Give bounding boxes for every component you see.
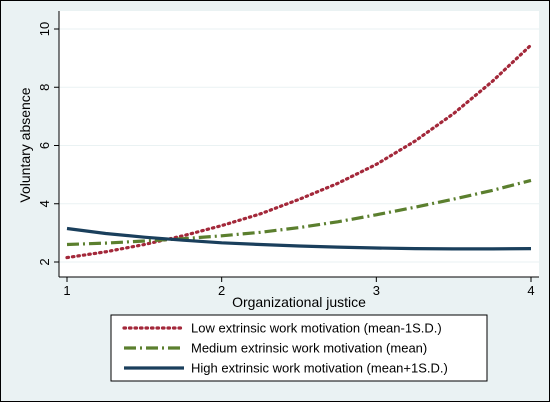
y-tick-label: 6 bbox=[37, 142, 52, 149]
series-line-3 bbox=[66, 226, 532, 251]
plot-area bbox=[59, 11, 539, 277]
y-axis-title: Voluntary absence bbox=[17, 87, 33, 202]
legend-label-3: High extrinsic work motivation (mean+1S.… bbox=[191, 361, 448, 376]
legend-label-1: Low extrinsic work motivation (mean-1S.D… bbox=[191, 321, 442, 336]
x-tick-label: 2 bbox=[218, 283, 225, 298]
y-tick-label: 10 bbox=[37, 22, 52, 36]
axes bbox=[58, 11, 539, 278]
series-lines bbox=[65, 43, 533, 260]
x-tick-label: 3 bbox=[373, 283, 380, 298]
x-tick-label: 4 bbox=[527, 283, 534, 298]
gridlines bbox=[59, 28, 539, 263]
y-tick-label: 2 bbox=[37, 258, 52, 265]
legend: Low extrinsic work motivation (mean-1S.D… bbox=[110, 314, 488, 382]
y-tick-label: 4 bbox=[37, 200, 52, 207]
y-tick-label: 8 bbox=[37, 84, 52, 91]
series-line-2 bbox=[66, 178, 532, 247]
series-line-1 bbox=[65, 43, 533, 260]
x-tick-label: 1 bbox=[63, 283, 70, 298]
x-axis-title: Organizational justice bbox=[232, 294, 366, 310]
legend-label-2: Medium extrinsic work motivation (mean) bbox=[191, 341, 427, 356]
